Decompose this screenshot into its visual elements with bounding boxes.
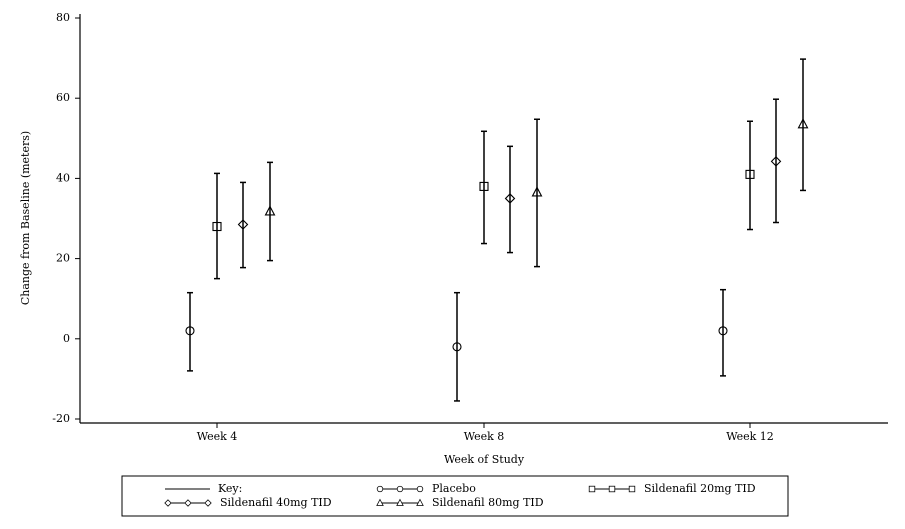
y-tick-label: 0 <box>63 332 70 345</box>
legend-marker <box>608 485 616 493</box>
marker <box>452 342 462 352</box>
x-axis-label: Week of Study <box>444 453 525 466</box>
marker <box>531 186 543 197</box>
marker <box>797 118 809 129</box>
legend-title: Key: <box>218 482 242 495</box>
legend-marker <box>628 485 636 493</box>
legend-label: Sildenafil 80mg TID <box>432 496 544 509</box>
legend-marker <box>588 485 596 493</box>
y-tick-label: 40 <box>56 171 70 184</box>
legend-marker <box>376 498 384 506</box>
legend-marker <box>204 499 212 507</box>
legend-marker <box>416 485 424 493</box>
x-tick-label: Week 8 <box>464 430 505 443</box>
marker <box>770 156 782 167</box>
legend-marker <box>164 499 172 507</box>
legend-marker <box>184 499 192 507</box>
marker <box>212 221 222 232</box>
legend-marker <box>396 485 404 493</box>
y-tick-label: 60 <box>56 91 70 104</box>
legend-label: Sildenafil 40mg TID <box>220 496 332 509</box>
y-tick-label: 80 <box>56 11 70 24</box>
marker <box>745 169 755 179</box>
y-tick-label: -20 <box>52 412 70 425</box>
legend-marker <box>396 498 404 506</box>
legend-box <box>121 475 789 517</box>
marker <box>185 326 195 336</box>
x-tick-label: Week 4 <box>197 430 238 443</box>
marker <box>504 193 516 204</box>
y-axis-label: Change from Baseline (meters) <box>19 131 32 305</box>
marker <box>264 205 276 216</box>
legend-label: Placebo <box>432 482 476 495</box>
marker <box>237 219 249 230</box>
x-tick-label: Week 12 <box>726 430 774 443</box>
marker <box>479 181 489 191</box>
legend-label: Sildenafil 20mg TID <box>644 482 756 495</box>
marker <box>718 326 728 336</box>
legend-marker <box>376 485 384 493</box>
legend-marker <box>416 498 424 506</box>
y-tick-label: 20 <box>56 252 70 265</box>
